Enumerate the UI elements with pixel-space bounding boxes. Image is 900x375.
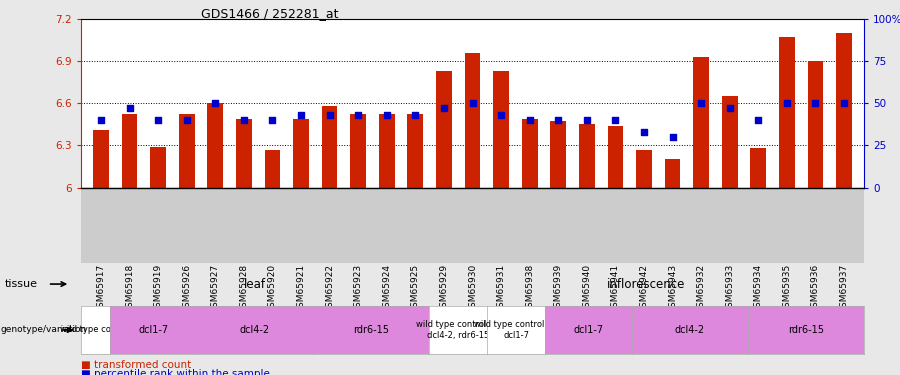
Point xyxy=(208,100,222,106)
Point xyxy=(179,117,194,123)
Point xyxy=(122,105,137,111)
Text: dcl4-2: dcl4-2 xyxy=(675,325,705,335)
Bar xyxy=(551,122,566,188)
Bar xyxy=(751,148,766,188)
Bar xyxy=(265,150,280,188)
Text: genotype/variation: genotype/variation xyxy=(1,326,87,334)
Text: rdr6-15: rdr6-15 xyxy=(353,325,389,335)
Point xyxy=(637,129,652,135)
Text: dcl1-7: dcl1-7 xyxy=(573,325,604,335)
Bar xyxy=(807,61,824,188)
Bar xyxy=(693,57,709,188)
Bar xyxy=(436,71,452,188)
Point xyxy=(608,117,623,123)
Text: wild type control: wild type control xyxy=(60,326,130,334)
Point xyxy=(266,117,280,123)
Point xyxy=(322,112,337,118)
Bar xyxy=(150,147,166,188)
Point xyxy=(694,100,708,106)
Text: GDS1466 / 252281_at: GDS1466 / 252281_at xyxy=(202,8,338,21)
Text: inflorescence: inflorescence xyxy=(608,278,686,291)
Bar xyxy=(522,118,537,188)
Bar xyxy=(179,114,194,188)
Text: wild type control for
dcl4-2, rdr6-15: wild type control for dcl4-2, rdr6-15 xyxy=(416,320,500,340)
Text: rdr6-15: rdr6-15 xyxy=(788,325,824,335)
Point xyxy=(436,105,451,111)
Bar xyxy=(236,118,252,188)
Text: ■ percentile rank within the sample: ■ percentile rank within the sample xyxy=(81,369,270,375)
Point xyxy=(408,112,422,118)
Point xyxy=(551,117,565,123)
Point xyxy=(808,100,823,106)
Bar xyxy=(608,126,623,188)
Point xyxy=(837,100,851,106)
Point xyxy=(523,117,537,123)
Text: leaf: leaf xyxy=(244,278,266,291)
Point xyxy=(94,117,108,123)
Bar xyxy=(665,159,680,188)
Text: dcl4-2: dcl4-2 xyxy=(240,325,270,335)
Bar xyxy=(93,130,109,188)
Bar xyxy=(408,114,423,188)
Text: dcl1-7: dcl1-7 xyxy=(139,325,168,335)
Bar xyxy=(722,96,737,188)
Bar xyxy=(293,118,309,188)
Text: wild type control for
dcl1-7: wild type control for dcl1-7 xyxy=(473,320,558,340)
Bar xyxy=(350,114,366,188)
Point xyxy=(380,112,394,118)
Bar xyxy=(836,33,852,188)
Point xyxy=(151,117,166,123)
Point xyxy=(465,100,480,106)
Bar xyxy=(208,103,223,188)
Text: ■ transformed count: ■ transformed count xyxy=(81,360,191,370)
Point xyxy=(665,134,680,140)
Bar xyxy=(379,114,394,188)
Bar xyxy=(579,124,595,188)
Point xyxy=(752,117,766,123)
Bar xyxy=(122,114,138,188)
Text: tissue: tissue xyxy=(4,279,38,289)
Point xyxy=(779,100,794,106)
Point xyxy=(237,117,251,123)
Point xyxy=(293,112,308,118)
Point xyxy=(723,105,737,111)
Bar xyxy=(636,150,652,188)
Point xyxy=(580,117,594,123)
Bar xyxy=(464,53,481,188)
Bar xyxy=(493,71,508,188)
Point xyxy=(494,112,508,118)
Bar xyxy=(779,37,795,188)
Point xyxy=(351,112,365,118)
Bar xyxy=(322,106,338,188)
